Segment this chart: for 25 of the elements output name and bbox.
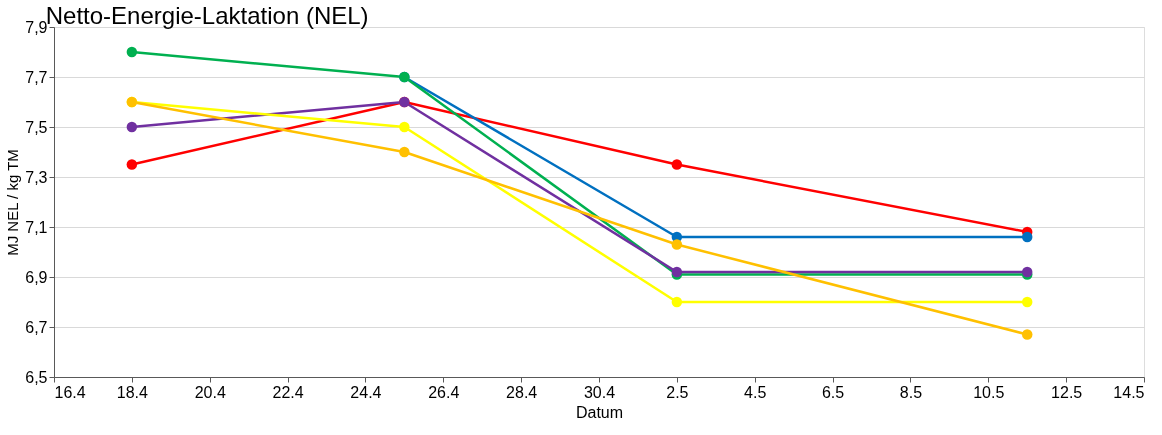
y-tick-label: 6,5 — [25, 368, 48, 386]
x-tick-label: 6.5 — [821, 383, 845, 401]
x-tick-label: 10.5 — [973, 383, 1005, 401]
y-tick-label: 7,1 — [25, 218, 48, 236]
x-tick-label: 12.5 — [1051, 383, 1083, 401]
x-tick-label: 16.4 — [54, 383, 86, 401]
y-tick-label: 7,7 — [25, 68, 48, 86]
x-tick-label: 28.4 — [506, 383, 538, 401]
y-tick-label: 6,9 — [25, 268, 48, 286]
x-tick-label: 14.5 — [1113, 383, 1145, 401]
x-tick-label: 22.4 — [272, 383, 304, 401]
y-tick-label: 6,7 — [25, 318, 48, 336]
y-tick-label: 7,5 — [25, 118, 48, 136]
x-tick-label: 20.4 — [194, 383, 226, 401]
x-tick-label: 26.4 — [428, 383, 460, 401]
y-axis-title: MJ NEL / kg TM — [4, 149, 22, 256]
x-tick-label: 2.5 — [666, 383, 689, 401]
x-tick-label: 18.4 — [116, 383, 149, 401]
y-tick-label: 7,9 — [25, 18, 48, 36]
x-tick-label: 4.5 — [744, 383, 767, 401]
x-tick-label: 24.4 — [350, 383, 382, 401]
y-tick-label: 7,3 — [25, 168, 48, 186]
x-tick-label: 30.4 — [583, 383, 616, 401]
x-axis-title: Datum — [575, 403, 624, 421]
x-tick-label: 8.5 — [899, 383, 923, 401]
